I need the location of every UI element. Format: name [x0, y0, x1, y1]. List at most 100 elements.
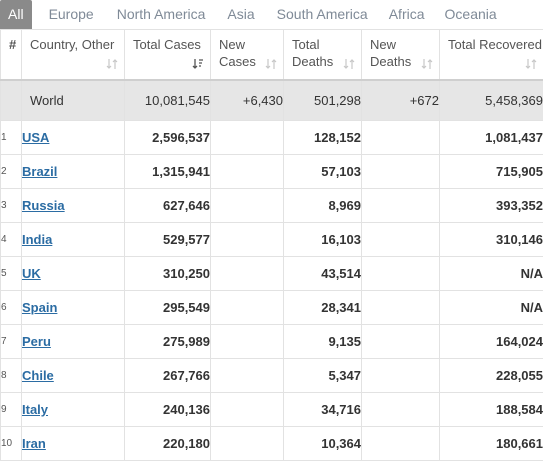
total-deaths-cell: 34,716 — [284, 393, 362, 427]
tab-south-america[interactable]: South America — [267, 0, 378, 29]
new-cases-cell — [211, 359, 284, 393]
total-cases-cell: 529,577 — [125, 223, 211, 257]
country-link[interactable]: Chile — [22, 368, 54, 383]
total-deaths-cell: 43,514 — [284, 257, 362, 291]
total-recovered-cell: 393,352 — [440, 189, 543, 223]
rank-cell — [1, 80, 22, 121]
total-deaths-cell: 9,135 — [284, 325, 362, 359]
country-link[interactable]: Spain — [22, 300, 57, 315]
country-link[interactable]: Brazil — [22, 164, 57, 179]
tab-europe[interactable]: Europe — [39, 0, 104, 29]
new-deaths-cell: +672 — [362, 80, 440, 121]
new-deaths-cell — [362, 359, 440, 393]
tab-north-america[interactable]: North America — [107, 0, 216, 29]
country-cell: India — [22, 223, 125, 257]
total-cases-cell: 10,081,545 — [125, 80, 211, 121]
new-cases-cell — [211, 393, 284, 427]
country-link[interactable]: Russia — [22, 198, 65, 213]
sort-arrows-icon — [265, 58, 277, 70]
country-link[interactable]: Italy — [22, 402, 48, 417]
column-header-total-cases[interactable]: Total Cases — [125, 30, 211, 81]
new-deaths-cell — [362, 393, 440, 427]
country-link[interactable]: India — [22, 232, 52, 247]
rank-cell: 10 — [1, 427, 22, 461]
rank-cell: 2 — [1, 155, 22, 189]
new-cases-cell — [211, 155, 284, 189]
column-header-new-cases[interactable]: New Cases — [211, 30, 284, 81]
column-header-total-deaths[interactable]: Total Deaths — [284, 30, 362, 81]
new-deaths-cell — [362, 427, 440, 461]
rank-cell: 1 — [1, 121, 22, 155]
country-cell: Peru — [22, 325, 125, 359]
new-cases-cell — [211, 121, 284, 155]
tab-africa[interactable]: Africa — [379, 0, 435, 29]
new-deaths-cell — [362, 223, 440, 257]
column-header-new-deaths[interactable]: New Deaths — [362, 30, 440, 81]
tab-all[interactable]: All — [0, 0, 32, 29]
total-deaths-cell: 10,364 — [284, 427, 362, 461]
total-recovered-cell: 5,458,369 — [440, 80, 543, 121]
total-cases-cell: 240,136 — [125, 393, 211, 427]
covid-stats-table: # Country, Other Total Cases New Cases T… — [0, 29, 543, 461]
header-label: # — [1, 30, 21, 53]
country-cell: Chile — [22, 359, 125, 393]
header-label: Total Cases — [125, 30, 210, 53]
header-label: Total Recovered — [440, 30, 543, 53]
rank-cell: 6 — [1, 291, 22, 325]
new-cases-cell — [211, 223, 284, 257]
new-deaths-cell — [362, 291, 440, 325]
total-cases-cell: 295,549 — [125, 291, 211, 325]
new-cases-cell — [211, 291, 284, 325]
total-deaths-cell: 5,347 — [284, 359, 362, 393]
world-total-row: World 10,081,545 +6,430 501,298 +672 5,4… — [1, 80, 543, 121]
rank-cell: 7 — [1, 325, 22, 359]
total-cases-cell: 1,315,941 — [125, 155, 211, 189]
new-cases-cell — [211, 189, 284, 223]
new-deaths-cell — [362, 257, 440, 291]
country-cell: Italy — [22, 393, 125, 427]
column-header-total-recovered[interactable]: Total Recovered — [440, 30, 543, 81]
tab-oceania[interactable]: Oceania — [435, 0, 507, 29]
column-header-country[interactable]: Country, Other — [22, 30, 125, 81]
total-cases-cell: 267,766 — [125, 359, 211, 393]
rank-cell: 8 — [1, 359, 22, 393]
tab-asia[interactable]: Asia — [217, 0, 264, 29]
sort-desc-icon — [192, 58, 204, 70]
country-link[interactable]: UK — [22, 266, 41, 281]
rank-cell: 5 — [1, 257, 22, 291]
sort-arrows-icon — [525, 58, 537, 70]
total-deaths-cell: 16,103 — [284, 223, 362, 257]
total-recovered-cell: 228,055 — [440, 359, 543, 393]
total-cases-cell: 220,180 — [125, 427, 211, 461]
country-cell: Brazil — [22, 155, 125, 189]
total-deaths-cell: 8,969 — [284, 189, 362, 223]
total-deaths-cell: 128,152 — [284, 121, 362, 155]
country-link[interactable]: Peru — [22, 334, 51, 349]
new-cases-cell — [211, 325, 284, 359]
header-row: # Country, Other Total Cases New Cases T… — [1, 30, 543, 81]
country-cell: Iran — [22, 427, 125, 461]
country-cell: UK — [22, 257, 125, 291]
country-link[interactable]: Iran — [22, 436, 46, 451]
rank-cell: 3 — [1, 189, 22, 223]
country-cell: World — [22, 80, 125, 121]
new-cases-cell — [211, 257, 284, 291]
total-recovered-cell: N/A — [440, 257, 543, 291]
sort-arrows-icon — [343, 58, 355, 70]
new-deaths-cell — [362, 121, 440, 155]
column-header-rank[interactable]: # — [1, 30, 22, 81]
total-cases-cell: 275,989 — [125, 325, 211, 359]
total-recovered-cell: 715,905 — [440, 155, 543, 189]
country-link[interactable]: USA — [22, 130, 49, 145]
total-cases-cell: 310,250 — [125, 257, 211, 291]
country-cell: USA — [22, 121, 125, 155]
total-deaths-cell: 501,298 — [284, 80, 362, 121]
